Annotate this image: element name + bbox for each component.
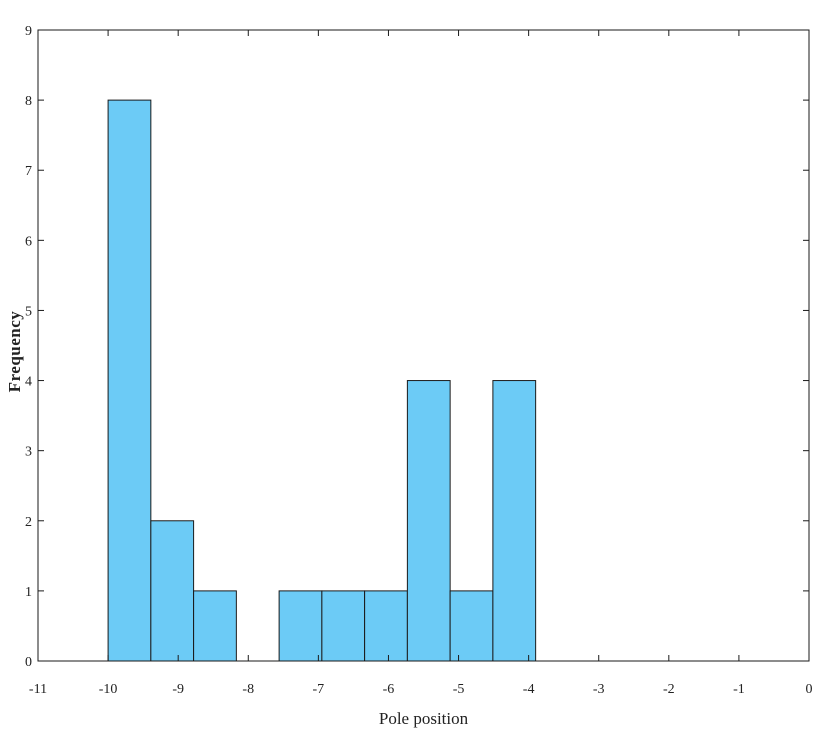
histogram-bar: [278, 590, 323, 662]
x-tick-label: -4: [523, 682, 535, 697]
x-tick-label: -11: [29, 682, 47, 697]
x-tick-label: -9: [172, 682, 184, 697]
y-tick-label: 8: [25, 94, 32, 109]
y-tick-label: 4: [25, 375, 32, 390]
y-tick-label: 5: [25, 304, 32, 319]
y-tick-label: 3: [25, 445, 32, 460]
x-tick-label: -2: [663, 682, 675, 697]
x-axis-ticks: -11 -10 -9 -8 -7 -6 -5 -4 -3 -2 -1 0: [29, 30, 813, 697]
histogram-bar: [107, 99, 152, 662]
histogram-bar: [364, 590, 408, 662]
x-tick-label: 0: [806, 682, 813, 697]
x-tick-label: -8: [242, 682, 254, 697]
y-tick-label: 6: [25, 234, 32, 249]
y-axis-label: Frequency: [5, 311, 24, 393]
histogram-bar: [406, 380, 451, 662]
y-tick-label: 2: [25, 515, 32, 530]
bars-group: [107, 99, 537, 662]
x-tick-label: -7: [313, 682, 325, 697]
x-tick-label: -1: [733, 682, 745, 697]
histogram-bar: [492, 380, 537, 662]
histogram-bar: [193, 590, 237, 662]
y-tick-label: 1: [25, 585, 32, 600]
x-tick-label: -10: [99, 682, 118, 697]
x-tick-label: -3: [593, 682, 605, 697]
histogram-bar: [150, 520, 195, 662]
x-axis-label: Pole position: [379, 709, 469, 728]
x-tick-label: -6: [383, 682, 395, 697]
x-tick-label: -5: [453, 682, 465, 697]
y-tick-label: 0: [25, 655, 32, 670]
plot-frame: [37, 29, 810, 662]
y-axis-ticks: 0 1 2 3 4 5 6 7 8 9: [25, 24, 809, 670]
histogram-bar: [321, 590, 366, 662]
y-tick-label: 9: [25, 24, 32, 39]
histogram-bar: [449, 590, 494, 662]
y-tick-label: 7: [25, 164, 32, 179]
